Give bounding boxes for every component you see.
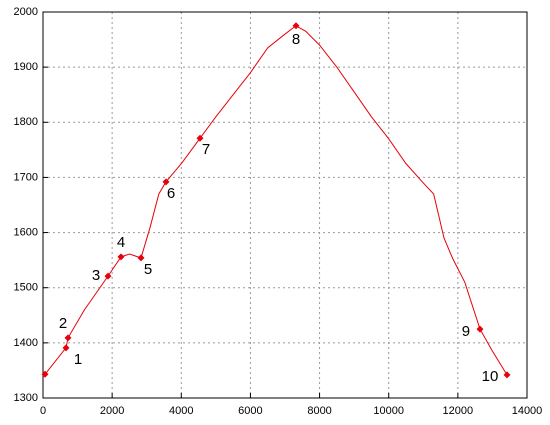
waypoint-label: 8 bbox=[292, 31, 300, 48]
x-tick-label: 12000 bbox=[443, 405, 474, 417]
y-tick-label: 1600 bbox=[14, 226, 38, 238]
waypoint-label: 9 bbox=[462, 323, 470, 340]
profile-line bbox=[44, 25, 508, 376]
y-tick-label: 2000 bbox=[14, 6, 38, 18]
waypoint-marker bbox=[64, 334, 72, 342]
waypoint-marker bbox=[137, 254, 145, 262]
waypoint-marker bbox=[117, 253, 125, 261]
waypoint-label: 4 bbox=[117, 234, 125, 251]
x-tick-label: 10000 bbox=[373, 405, 404, 417]
waypoint-label: 7 bbox=[202, 141, 210, 158]
y-tick-label: 1500 bbox=[14, 282, 38, 294]
y-tick-label: 1900 bbox=[14, 61, 38, 73]
y-tick-label: 1400 bbox=[14, 337, 38, 349]
y-tick-label: 1300 bbox=[14, 392, 38, 404]
waypoint-marker bbox=[476, 325, 484, 333]
waypoint-label: 5 bbox=[144, 261, 152, 278]
waypoint-marker bbox=[196, 134, 204, 142]
y-tick-label: 1700 bbox=[14, 171, 38, 183]
x-tick-label: 0 bbox=[40, 405, 46, 417]
x-tick-label: 6000 bbox=[238, 405, 262, 417]
x-tick-label: 2000 bbox=[100, 405, 124, 417]
waypoint-label: 10 bbox=[482, 368, 499, 385]
waypoint-marker bbox=[162, 178, 170, 186]
waypoint-marker bbox=[104, 272, 112, 280]
waypoint-marker bbox=[41, 370, 49, 378]
waypoint-label: 2 bbox=[59, 315, 67, 332]
waypoint-marker bbox=[62, 344, 70, 352]
waypoint-label: 6 bbox=[167, 185, 175, 202]
x-tick-label: 14000 bbox=[512, 405, 543, 417]
y-tick-label: 1800 bbox=[14, 116, 38, 128]
waypoint-label: 1 bbox=[74, 351, 82, 368]
waypoint-marker bbox=[292, 22, 300, 30]
plot-frame bbox=[42, 11, 528, 399]
waypoint-label: 3 bbox=[92, 267, 100, 284]
waypoint-marker bbox=[503, 371, 511, 379]
x-tick-label: 8000 bbox=[307, 405, 331, 417]
x-tick-label: 4000 bbox=[169, 405, 193, 417]
